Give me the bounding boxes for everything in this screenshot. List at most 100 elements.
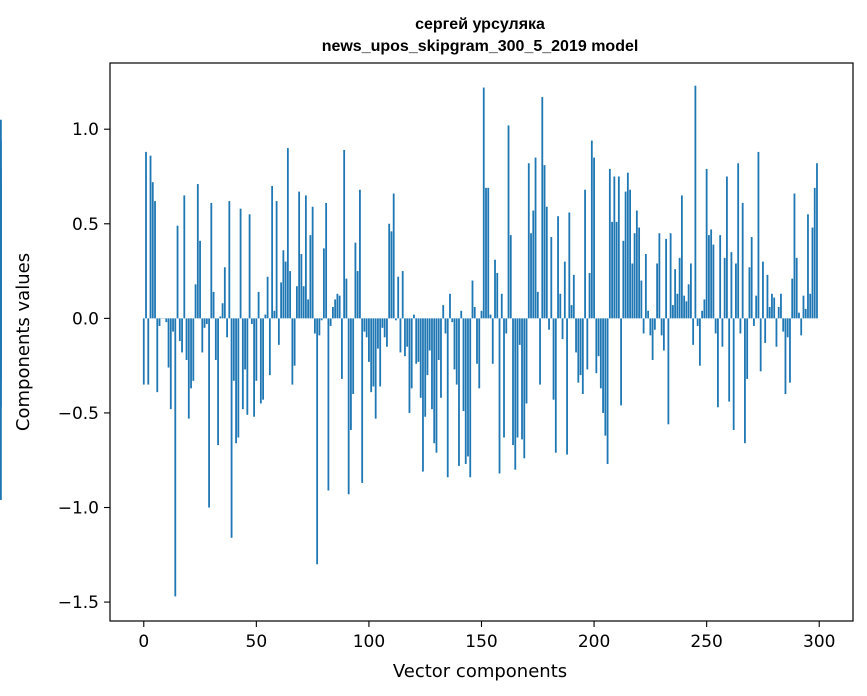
bar — [667, 318, 670, 425]
bar — [205, 318, 208, 325]
bar — [374, 318, 377, 419]
bar — [755, 295, 758, 319]
bar — [798, 312, 800, 319]
bar — [190, 318, 192, 389]
bar — [642, 318, 645, 334]
bar — [539, 318, 541, 385]
bar — [298, 191, 301, 319]
bar — [165, 318, 168, 323]
bar — [277, 318, 280, 345]
bar — [408, 318, 411, 413]
bar — [786, 318, 789, 338]
x-tick-label: 100 — [353, 632, 385, 652]
bar — [255, 318, 258, 381]
bar — [530, 233, 532, 319]
bar — [676, 293, 679, 319]
bar — [386, 318, 388, 347]
bar — [550, 237, 553, 319]
bar — [662, 318, 665, 351]
bar — [482, 87, 485, 319]
bar — [696, 318, 699, 326]
bar — [491, 318, 494, 364]
bar — [151, 182, 154, 319]
bar — [809, 293, 812, 319]
bar — [521, 318, 523, 440]
bar — [784, 318, 787, 395]
bar — [518, 318, 521, 345]
bar — [172, 318, 174, 332]
bar — [302, 286, 305, 319]
bar — [721, 318, 724, 347]
bar — [730, 252, 733, 319]
bar — [442, 305, 445, 319]
bar — [282, 250, 285, 319]
bar — [644, 254, 647, 319]
bar — [169, 318, 172, 410]
bar — [410, 318, 413, 389]
bar — [451, 318, 454, 323]
bar — [181, 318, 183, 353]
bar — [401, 271, 404, 319]
bar — [214, 318, 217, 360]
bar — [507, 125, 510, 319]
bar — [557, 216, 559, 319]
bar — [187, 318, 190, 419]
bar — [606, 318, 609, 465]
bar — [586, 318, 589, 370]
bar — [559, 293, 562, 319]
bar — [541, 97, 544, 319]
bar — [708, 235, 710, 319]
bar — [250, 318, 253, 325]
y-tick-label: 1.0 — [72, 120, 99, 140]
bar — [804, 308, 807, 319]
bar — [595, 318, 598, 374]
bar — [505, 318, 508, 334]
bar — [514, 318, 517, 470]
bar — [568, 212, 571, 319]
bar — [347, 318, 350, 495]
bar — [417, 318, 420, 362]
bar — [406, 318, 409, 347]
bar — [554, 318, 557, 453]
bar — [647, 310, 650, 319]
bar — [237, 318, 240, 438]
y-tick-label: −1.0 — [58, 499, 99, 519]
bar — [241, 318, 244, 410]
bar — [635, 210, 638, 319]
bar — [413, 314, 415, 319]
bar — [361, 318, 364, 483]
bar — [275, 201, 278, 319]
bar — [795, 257, 798, 319]
x-tick-label: 0 — [138, 632, 149, 652]
bar — [813, 187, 816, 319]
bar — [244, 318, 246, 370]
bar — [494, 259, 496, 319]
bar — [712, 244, 715, 319]
bar — [575, 318, 577, 353]
bar — [669, 233, 672, 319]
bar — [259, 318, 262, 404]
bar — [548, 318, 550, 330]
bar — [723, 257, 726, 319]
bar — [201, 318, 204, 353]
bar — [232, 318, 235, 381]
bar — [622, 240, 625, 319]
bar — [588, 272, 591, 319]
x-tick-label: 50 — [246, 632, 268, 652]
bar — [581, 318, 584, 395]
bar — [703, 299, 706, 319]
bar — [178, 318, 181, 342]
bar — [307, 299, 310, 319]
bar — [435, 318, 438, 453]
bar — [449, 293, 451, 319]
bar — [142, 318, 145, 385]
bar — [309, 235, 312, 319]
bar — [377, 318, 379, 349]
bar — [476, 318, 478, 364]
bar — [777, 307, 780, 319]
bar — [469, 318, 472, 478]
bar-series — [0, 85, 818, 597]
bar — [316, 318, 319, 565]
bar — [671, 305, 674, 319]
bar — [701, 310, 704, 319]
